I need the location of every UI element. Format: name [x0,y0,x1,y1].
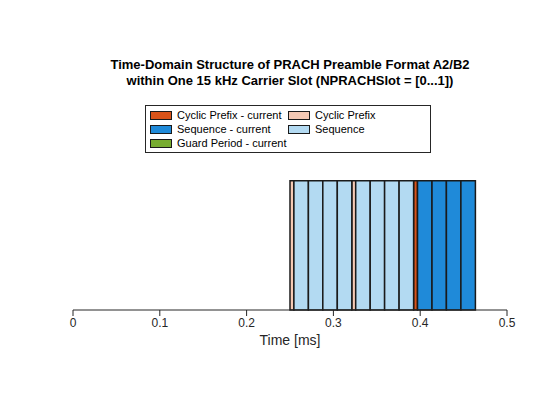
html-text:Cyclic Prefix: Cyclic Prefix [315,109,376,121]
svg-text:0.2: 0.2 [238,316,255,330]
html-text:Sequence: Sequence [315,123,365,135]
html-text:Guard Period - current: Guard Period - current [177,137,287,149]
html-text:Sequence - current: Sequence - current [177,123,271,135]
html-text:Cyclic Prefix - current: Cyclic Prefix - current [177,109,282,121]
svg-text:0.4: 0.4 [412,316,429,330]
svg-text:0.1: 0.1 [151,316,168,330]
svg-text:Time [ms]: Time [ms] [260,332,321,348]
svg-text:0.5: 0.5 [499,316,516,330]
html-text:Time-Domain Structure of PRACH: Time-Domain Structure of PRACH Preamble … [110,57,470,88]
svg-text:0: 0 [70,316,77,330]
svg-text:0.3: 0.3 [325,316,342,330]
